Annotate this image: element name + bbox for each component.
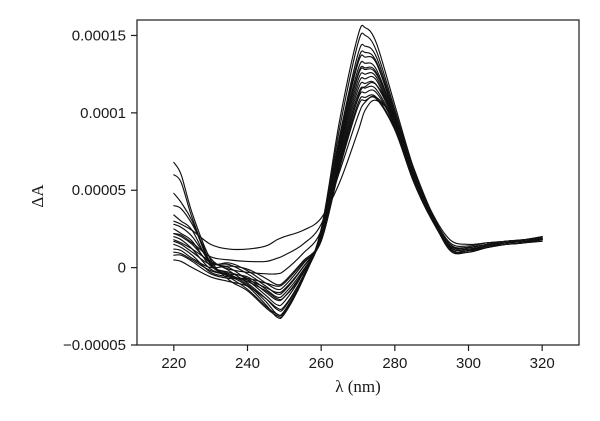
x-axis-label: λ (nm): [335, 377, 381, 396]
x-tick-label: 280: [382, 355, 407, 372]
series-lines: [173, 24, 543, 320]
x-tick-label: 220: [161, 355, 186, 372]
series-line-8: [173, 75, 543, 296]
y-tick-label: 0: [118, 260, 126, 277]
series-line-14: [173, 99, 543, 251]
series-line-16: [173, 81, 543, 275]
y-tick-labels: −0.00005 0 0.00005 0.0001 0.00015: [63, 27, 126, 354]
y-ticks: [131, 34, 137, 346]
series-line-13: [173, 96, 543, 287]
x-tick-label: 240: [235, 355, 260, 372]
series-line-17: [173, 67, 543, 301]
y-tick-label: 0.00015: [72, 27, 126, 44]
series-line-11: [173, 89, 543, 294]
series-line-18: [173, 50, 543, 311]
series-line-12: [173, 94, 543, 286]
series-line-15: [173, 95, 543, 263]
x-tick-label: 260: [309, 355, 334, 372]
y-axis-label: ΔA: [28, 184, 47, 208]
plot-frame: [136, 19, 580, 346]
x-tick-label: 320: [530, 355, 555, 372]
y-tick-label: 0.00005: [72, 182, 126, 199]
y-tick-label: 0.0001: [80, 105, 126, 122]
x-tick-labels: 220 240 260 280 300 320: [161, 355, 554, 372]
y-tick-label: −0.00005: [63, 337, 126, 354]
x-tick-label: 300: [456, 355, 481, 372]
x-ticks: [173, 345, 543, 351]
